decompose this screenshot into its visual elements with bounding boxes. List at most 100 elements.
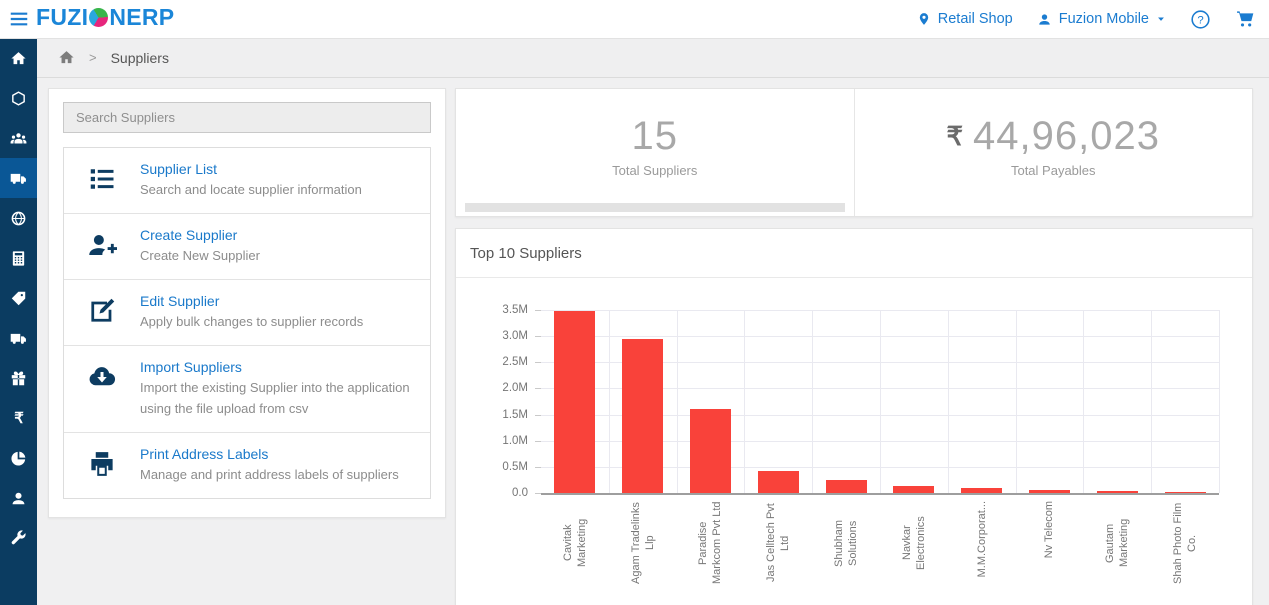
chart-bar-9[interactable] — [1164, 492, 1206, 493]
logo-text-right: NERP — [109, 4, 175, 30]
search-input[interactable] — [63, 102, 431, 133]
cloud-download-icon — [64, 359, 140, 418]
sidebar-item-8-gift[interactable] — [0, 358, 37, 398]
x-axis-label: Cavitak Marketing — [561, 518, 588, 568]
x-axis-label: Agam Tradelinks Llp — [629, 502, 656, 584]
chart-bar-1[interactable] — [622, 339, 664, 493]
stats-panel: 15 Total Suppliers ₹ 44,96,023 Total Pay… — [455, 88, 1253, 217]
total-suppliers-label: Total Suppliers — [612, 163, 698, 178]
sidebar-item-5-calculator[interactable] — [0, 238, 37, 278]
chart-bar-4[interactable] — [825, 480, 867, 493]
user-menu[interactable]: Fuzion Mobile — [1037, 11, 1166, 27]
menu-item-text: Print Address Labels Manage and print add… — [140, 446, 430, 485]
store-selector[interactable]: Retail Shop — [917, 11, 1013, 27]
menu-item-supplier-list[interactable]: Supplier List Search and locate supplier … — [64, 148, 430, 215]
menu-item-edit-supplier[interactable]: Edit Supplier Apply bulk changes to suppl… — [64, 280, 430, 347]
app-logo[interactable]: FUZI NERP — [36, 4, 174, 31]
logo-text-left: FUZI — [36, 4, 89, 30]
y-axis-tick-label: 1.5M — [502, 408, 528, 421]
menu-item-print-address-labels[interactable]: Print Address Labels Manage and print add… — [64, 432, 430, 498]
truck-icon — [10, 330, 27, 347]
menu-item-create-supplier[interactable]: Create Supplier Create New Supplier — [64, 214, 430, 281]
menu-item-import-suppliers[interactable]: Import Suppliers Import the existing Supp… — [64, 346, 430, 433]
sidebar-item-3-truck[interactable] — [0, 158, 37, 198]
sidebar-item-12-wrench[interactable] — [0, 518, 37, 558]
wrench-icon — [10, 529, 27, 547]
total-payables-stat: ₹ 44,96,023 Total Payables — [855, 89, 1253, 216]
breadcrumb-separator: > — [89, 50, 97, 65]
y-axis-tick-label: 3.5M — [502, 304, 528, 316]
chart-gridline-vertical — [744, 310, 746, 493]
chevron-down-icon — [1156, 14, 1166, 24]
app-header: FUZI NERP Retail Shop Fuzion Mobile ? — [0, 0, 1269, 39]
x-axis-label-cell: M.M.Corporat... — [948, 501, 1016, 605]
list-icon — [64, 161, 140, 200]
cube-icon — [10, 90, 27, 107]
sidebar-item-4-globe[interactable] — [0, 198, 37, 238]
svg-text:?: ? — [1197, 14, 1203, 26]
chart-bar-3[interactable] — [757, 471, 799, 493]
user-label: Fuzion Mobile — [1058, 11, 1149, 27]
x-axis-label-cell: Navkar Electronics — [880, 501, 948, 605]
user-icon — [1037, 12, 1052, 27]
sidebar-item-2-users[interactable] — [0, 118, 37, 158]
chart-gridline-vertical — [812, 310, 814, 493]
y-axis-tick-mark — [535, 440, 541, 442]
sidebar-item-6-tag[interactable] — [0, 278, 37, 318]
sidebar-item-7-truck[interactable] — [0, 318, 37, 358]
x-axis-label-cell: Cavitak Marketing — [541, 501, 609, 605]
top-suppliers-chart-card: Top 10 Suppliers 3.5M 3.0M 2.5M 2.0M 1.5M 1.0… — [455, 228, 1253, 605]
rupee-symbol: ₹ — [946, 120, 964, 151]
bar-chart: 3.5M 3.0M 2.5M 2.0M 1.5M 1.0M 0.5M 0.0 Cavitak M… — [456, 278, 1252, 605]
sidebar-item-1-cube[interactable] — [0, 78, 37, 118]
x-axis-label: Jas Celltech Pvt Ltd — [765, 503, 792, 583]
location-pin-icon — [917, 12, 931, 26]
chart-bar-7[interactable] — [1029, 490, 1070, 493]
y-axis-tick-label: 2.5M — [502, 356, 528, 369]
y-axis-tick-mark — [535, 466, 541, 468]
menu-item-description: Search and locate supplier information — [140, 182, 362, 197]
y-axis-tick-mark — [535, 493, 541, 494]
supplier-menu: Supplier List Search and locate supplier … — [63, 147, 431, 499]
sidebar-item-9-rupee[interactable]: ₹ — [0, 398, 37, 438]
sidebar-item-0-home[interactable] — [0, 38, 37, 78]
x-axis-label: Shubham Solutions — [833, 519, 860, 567]
header-actions: Retail Shop Fuzion Mobile ? — [917, 0, 1255, 38]
chart-gridline-vertical — [1151, 310, 1153, 493]
y-axis-tick-mark — [535, 362, 541, 364]
breadcrumb-home-icon[interactable] — [58, 49, 75, 66]
users-icon — [10, 130, 27, 147]
home-icon — [10, 50, 27, 67]
chart-bar-5[interactable] — [893, 486, 935, 493]
sidebar-item-11-user[interactable] — [0, 478, 37, 518]
chart-gridline-vertical — [1083, 310, 1085, 493]
menu-item-title[interactable]: Supplier List — [140, 161, 218, 177]
hamburger-menu-icon[interactable] — [8, 8, 30, 30]
menu-item-title[interactable]: Import Suppliers — [140, 359, 242, 376]
menu-item-text: Supplier List Search and locate supplier … — [140, 161, 430, 200]
tag-icon — [10, 290, 27, 307]
menu-item-description: Apply bulk changes to supplier records — [140, 314, 364, 330]
total-payables-value: 44,96,023 — [973, 114, 1160, 158]
y-axis-tick-mark — [535, 388, 541, 390]
y-axis-tick-label: 0.0 — [512, 487, 528, 499]
total-suppliers-stat: 15 Total Suppliers — [456, 89, 855, 216]
cart-icon[interactable] — [1235, 9, 1255, 29]
menu-item-description: Import the existing Supplier into the ap… — [140, 380, 410, 416]
chart-bar-6[interactable] — [961, 488, 1003, 493]
x-axis-label-cell: Agam Tradelinks Llp — [609, 501, 677, 605]
menu-item-description: Manage and print address labels of suppl… — [140, 466, 399, 482]
sidebar-item-10-pie-chart[interactable] — [0, 438, 37, 478]
x-axis-label-cell: Shah Photo Film Co. — [1151, 501, 1219, 605]
chart-bar-2[interactable] — [690, 409, 731, 493]
help-icon[interactable]: ? — [1190, 9, 1211, 30]
gift-icon — [10, 370, 27, 387]
menu-item-title[interactable]: Print Address Labels — [140, 445, 269, 462]
chart-bar-8[interactable] — [1096, 491, 1138, 493]
chart-bar-0[interactable] — [554, 311, 596, 493]
menu-item-title[interactable]: Create Supplier — [140, 227, 238, 244]
y-axis-tick-label: 3.0M — [502, 330, 528, 343]
user-plus-icon — [64, 227, 140, 266]
menu-item-title[interactable]: Edit Supplier — [140, 293, 220, 310]
stats-scrollbar[interactable] — [465, 203, 845, 212]
